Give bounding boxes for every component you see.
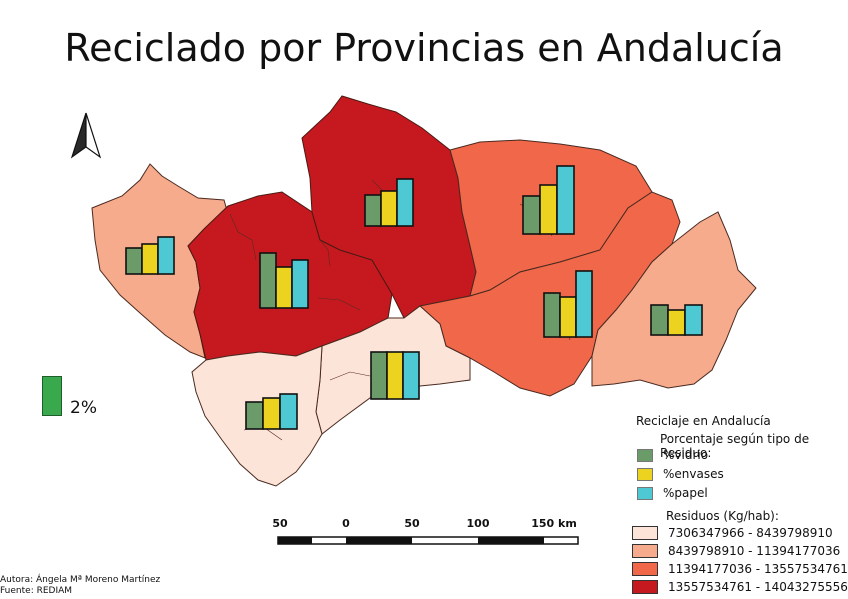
bar-granada-vidrio (543, 292, 561, 338)
bar-huelva-envases (141, 243, 159, 275)
bar-almeria-vidrio (650, 304, 669, 336)
author-credit: Autora: Ángela Mª Moreno Martínez (0, 575, 161, 585)
envases-swatch (637, 467, 653, 481)
legend-item-envases: %envases (637, 466, 724, 482)
bar-size-label: 2% (70, 398, 97, 418)
legend-class-1: 7306347966 - 8439798910 (632, 525, 833, 541)
bar-cadiz-papel (279, 393, 298, 430)
bar-cordoba-vidrio (364, 194, 382, 227)
bar-huelva-vidrio (125, 247, 143, 275)
class-3-label: 11394177036 - 13557534761 (668, 562, 848, 576)
bar-cadiz-vidrio (245, 401, 264, 430)
legend-class-3: 11394177036 - 13557534761 (632, 561, 848, 577)
bar-chart-cordoba (364, 178, 414, 227)
scale-label-50: 50 (404, 517, 420, 530)
scale-label-50-left: 50 (272, 517, 288, 530)
source-credit: Fuente: REDIAM (0, 586, 73, 596)
bar-chart-granada (543, 270, 593, 338)
bar-chart-sevilla (259, 252, 309, 309)
map-title: Reciclado por Provincias en Andalucía (64, 26, 784, 70)
class-4-swatch (632, 580, 658, 594)
bar-jaen-vidrio (522, 195, 541, 235)
scale-label-150km: 150 km (531, 517, 577, 530)
bar-chart-cadiz (245, 393, 298, 430)
class-2-swatch (632, 544, 658, 558)
scale-label-0: 0 (342, 517, 350, 530)
scale-bar (277, 536, 579, 545)
legend-class-4: 13557534761 - 14043275556 (632, 579, 848, 595)
class-2-label: 8439798910 - 11394177036 (668, 544, 841, 558)
vidrio-label: %vidrio (663, 448, 709, 462)
vidrio-swatch (637, 448, 653, 462)
papel-label: %papel (663, 486, 708, 500)
bar-malaga-papel (402, 351, 420, 400)
recycling-bar-charts (125, 165, 703, 430)
bar-malaga-vidrio (370, 351, 388, 400)
bar-cadiz-envases (262, 397, 281, 430)
legend-class-2: 8439798910 - 11394177036 (632, 543, 840, 559)
class-1-swatch (632, 526, 658, 540)
class-1-label: 7306347966 - 8439798910 (668, 526, 833, 540)
bar-sevilla-papel (291, 259, 309, 309)
bar-granada-envases (559, 296, 577, 338)
legend-subheading: Porcentaje según tipo de Residuo: (660, 432, 810, 460)
bar-huelva-papel (157, 236, 175, 275)
bar-jaen-envases (539, 184, 558, 235)
papel-swatch (637, 486, 653, 500)
bar-chart-malaga (370, 351, 420, 400)
bar-size-reference (42, 376, 62, 416)
bar-chart-huelva (125, 236, 175, 275)
bar-almeria-papel (684, 304, 703, 336)
class-3-swatch (632, 562, 658, 576)
legend-item-papel: %papel (637, 485, 708, 501)
bar-sevilla-vidrio (259, 252, 277, 309)
bar-cordoba-papel (396, 178, 414, 227)
residuos-heading: Residuos (Kg/hab): (666, 509, 779, 523)
scale-label-100: 100 (466, 517, 490, 530)
bar-almeria-envases (667, 309, 686, 336)
bar-chart-almeria (650, 304, 703, 336)
class-4-label: 13557534761 - 14043275556 (668, 580, 848, 594)
bar-granada-papel (575, 270, 593, 338)
north-arrow-icon (70, 112, 102, 159)
province-almeria[interactable] (591, 211, 757, 389)
envases-label: %envases (663, 467, 724, 481)
bar-malaga-envases (386, 351, 404, 400)
bar-cordoba-envases (380, 190, 398, 227)
bar-jaen-papel (556, 165, 575, 235)
bar-chart-jaen (522, 165, 575, 235)
legend-item-vidrio: %vidrio (637, 447, 708, 463)
legend-heading: Reciclaje en Andalucía (636, 414, 771, 428)
bar-sevilla-envases (275, 266, 293, 309)
